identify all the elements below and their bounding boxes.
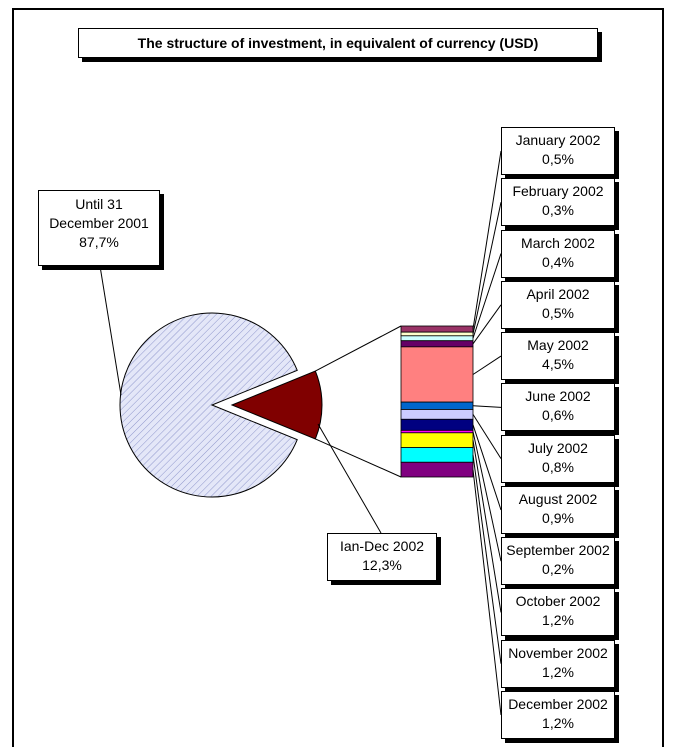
- chart-frame: [12, 8, 664, 747]
- label-name: June 2002: [525, 388, 591, 405]
- label-value: 1,2%: [542, 715, 574, 731]
- bar-segment: [400, 447, 474, 463]
- label-name: January 2002: [515, 132, 601, 148]
- label-value: 1,2%: [542, 612, 574, 629]
- leader-line: [472, 440, 502, 613]
- bar-segment: [400, 331, 474, 337]
- leader-line: [472, 253, 502, 339]
- data-label: Ian-Dec 2002 12,3%: [327, 533, 437, 581]
- pie-slice: [230, 370, 323, 440]
- leader-line: [472, 355, 502, 375]
- data-label: October 2002 1,2%: [501, 588, 615, 637]
- bar-segment: [400, 325, 474, 333]
- label-value: 0,4%: [542, 253, 574, 270]
- label-name: March 2002: [521, 234, 595, 251]
- data-label: January 2002 0,5%: [501, 127, 615, 175]
- data-label: Until 31 December 2001 87,7%: [38, 190, 160, 266]
- leader-line: [472, 304, 502, 345]
- label-name: February 2002: [512, 183, 604, 200]
- bar-segment: [400, 340, 474, 348]
- label-value: 0,3%: [542, 202, 574, 219]
- label-name: October 2002: [515, 593, 601, 610]
- leader-line: [99, 265, 122, 396]
- bar-segment: [400, 409, 474, 420]
- label-value: 1,2%: [542, 663, 574, 680]
- bar-segment: [400, 432, 474, 448]
- label-name: April 2002: [526, 285, 590, 302]
- leader-line: [472, 405, 502, 408]
- data-label: April 2002 0,5%: [501, 280, 615, 329]
- bar-segment: [400, 346, 474, 403]
- label-name: July 2002: [528, 439, 588, 456]
- label-name: September 2002: [506, 542, 610, 559]
- data-label: August 2002 0,9%: [501, 485, 615, 534]
- bar-segment: [400, 335, 474, 342]
- label-name: December 2002: [508, 696, 608, 712]
- label-value: 0,8%: [542, 458, 574, 475]
- label-value: 0,9%: [542, 509, 574, 526]
- bar-segment: [400, 461, 474, 478]
- data-label: December 2002 1,2%: [501, 691, 615, 739]
- leader-line: [472, 414, 502, 459]
- chart-title: The structure of investment, in equivale…: [78, 28, 598, 58]
- data-label: February 2002 0,3%: [501, 178, 615, 227]
- leader-line: [472, 202, 502, 335]
- data-label: May 2002 4,5%: [501, 332, 615, 381]
- leader-line: [472, 454, 502, 664]
- label-value: 0,5%: [542, 304, 574, 321]
- connector-line: [315, 438, 402, 478]
- data-label: November 2002 1,2%: [501, 639, 615, 688]
- leader-line: [472, 469, 502, 716]
- leader-line: [317, 423, 382, 534]
- leader-line: [472, 150, 502, 330]
- label-value: 12,3%: [362, 557, 402, 573]
- label-name: May 2002: [527, 337, 589, 354]
- data-label: March 2002 0,4%: [501, 229, 615, 278]
- data-label: September 2002 0,2%: [501, 537, 615, 586]
- leader-line: [472, 424, 502, 511]
- label-value: 87,7%: [79, 234, 119, 250]
- label-value: 0,2%: [542, 561, 574, 578]
- pie-slice: [119, 312, 298, 498]
- label-value: 0,5%: [542, 151, 574, 167]
- label-value: 0,6%: [542, 407, 574, 424]
- connector-line: [315, 325, 402, 372]
- label-name: Ian-Dec 2002: [339, 538, 425, 554]
- leader-line: [472, 431, 502, 562]
- label-name: Until 31 December 2001: [49, 196, 149, 231]
- label-value: 4,5%: [542, 356, 574, 373]
- data-label: July 2002 0,8%: [501, 434, 615, 483]
- data-label: June 2002 0,6%: [501, 383, 615, 432]
- bar-segment: [400, 418, 474, 431]
- label-name: November 2002: [508, 644, 608, 661]
- bar-segment: [400, 401, 474, 410]
- label-name: August 2002: [518, 490, 598, 507]
